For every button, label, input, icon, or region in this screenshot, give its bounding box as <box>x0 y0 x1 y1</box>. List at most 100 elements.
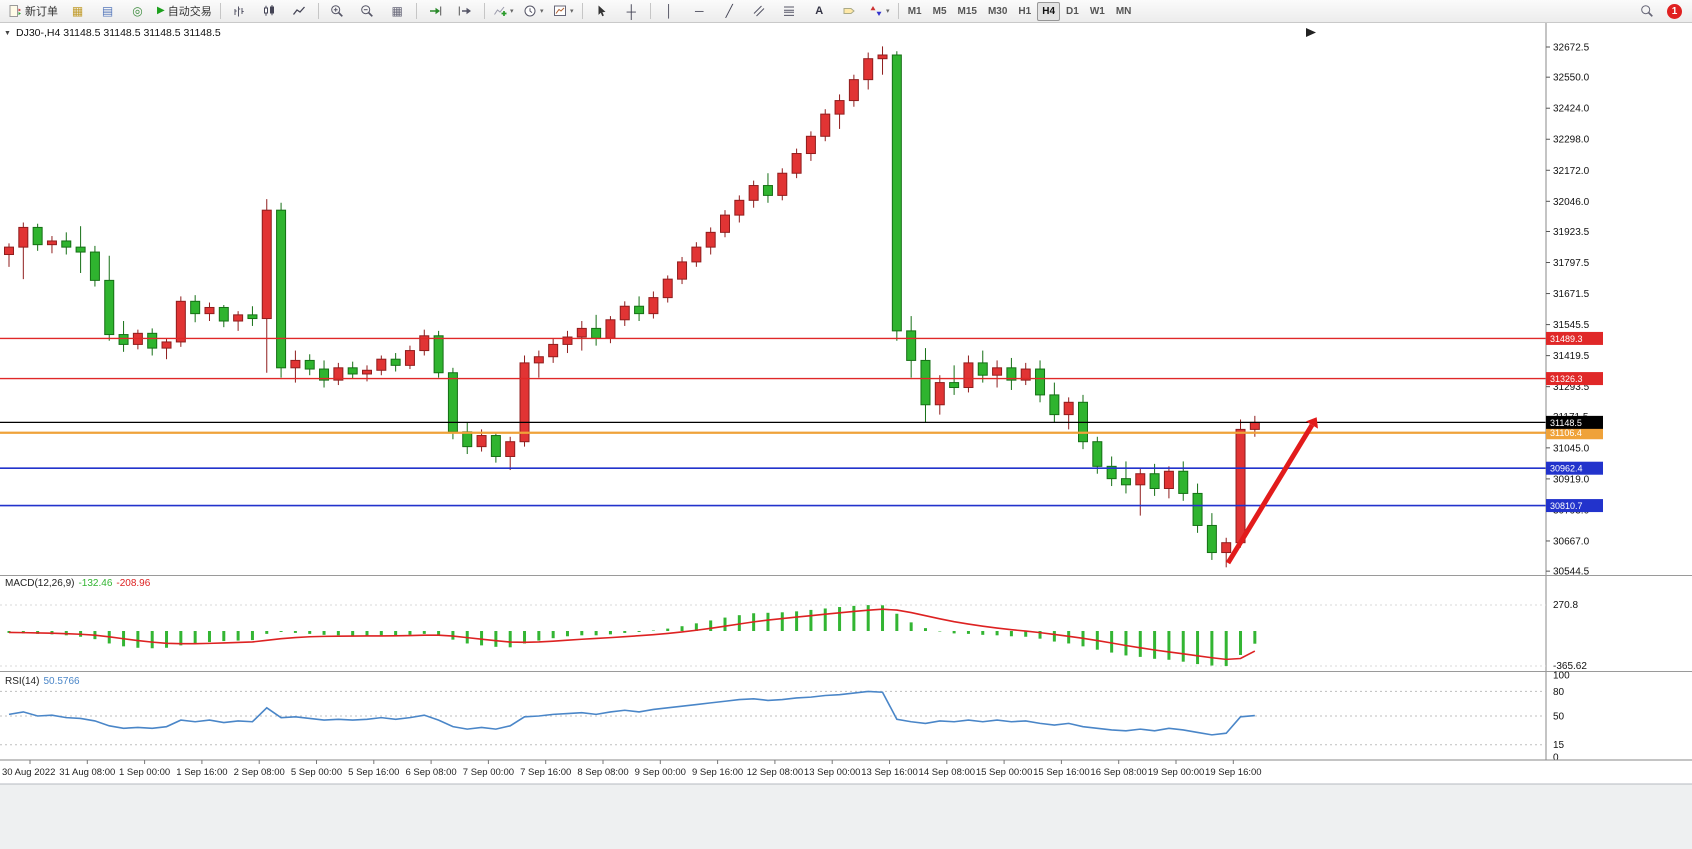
time-axis-label: 7 Sep 00:00 <box>463 767 514 778</box>
candle <box>805 131 816 161</box>
scroll-to-end-marker[interactable] <box>1306 28 1316 37</box>
templates-button[interactable]: ▾ <box>549 1 578 22</box>
price-axis[interactable]: 32672.5 32550.0 32424.0 32298.0 32172.0 32046… <box>1545 23 1603 760</box>
chart-window: 32672.5 32550.0 32424.0 32298.0 32172.0 32046… <box>0 23 1692 849</box>
macd-axis-max: 270.8 <box>1553 600 1578 611</box>
price-axis-label: 32298.0 <box>1553 135 1590 146</box>
price-axis-label: 31671.5 <box>1553 289 1590 300</box>
new-order-button[interactable]: 新订单 <box>4 1 62 22</box>
price-badge: 31489.3 <box>1546 331 1603 345</box>
candle <box>333 362 344 386</box>
time-axis-label: 15 Sep 00:00 <box>976 767 1033 778</box>
time-axis-label: 9 Sep 16:00 <box>692 767 743 778</box>
cursor-button[interactable] <box>587 1 616 22</box>
price-badge: 30962.4 <box>1546 461 1603 475</box>
timeframe-button-H1[interactable]: H1 <box>1018 5 1032 17</box>
candle <box>662 275 673 303</box>
label-icon <box>842 4 856 18</box>
timeframe-button-M30[interactable]: M30 <box>987 5 1008 17</box>
search-icon <box>1640 4 1654 18</box>
fibonacci-button[interactable] <box>775 1 804 22</box>
candle <box>1135 468 1146 516</box>
tile-windows-button[interactable]: ▦ <box>383 1 412 22</box>
candle <box>920 348 931 422</box>
zoom-out-button[interactable] <box>353 1 382 22</box>
autotrading-play-icon: ▶ <box>157 5 165 16</box>
time-axis-label: 30 Aug 2022 <box>2 767 55 778</box>
candle <box>490 433 501 463</box>
chevron-down-icon: ▾ <box>569 7 574 15</box>
timeframe-button-H4[interactable]: H4 <box>1037 1 1061 21</box>
candle <box>419 329 430 356</box>
candle <box>218 305 229 328</box>
charts-button[interactable]: ▦ <box>63 1 92 22</box>
toolbar-separator <box>219 3 221 19</box>
toolbar-separator <box>581 3 583 19</box>
zoom-out-icon <box>360 4 374 18</box>
timeframe-button-W1[interactable]: W1 <box>1089 5 1105 17</box>
channel-button[interactable] <box>745 1 774 22</box>
rsi-line <box>8 690 1255 736</box>
profiles-button[interactable]: ▤ <box>93 1 122 22</box>
time-axis-label: 15 Sep 16:00 <box>1033 767 1090 778</box>
auto-scroll-button[interactable] <box>421 1 450 22</box>
candle <box>104 255 115 341</box>
candlestick-type-button[interactable] <box>255 1 284 22</box>
time-axis-label: 9 Sep 00:00 <box>635 767 686 778</box>
window-footer-area <box>0 784 1692 849</box>
trendline-icon: ╱ <box>725 4 733 18</box>
price-chart[interactable]: 32672.5 32550.0 32424.0 32298.0 32172.0 32046… <box>0 23 1692 849</box>
price-axis-label: 30667.0 <box>1553 536 1590 547</box>
time-axis-label: 6 Sep 08:00 <box>405 767 456 778</box>
candle <box>1163 466 1174 499</box>
candle <box>1106 456 1117 487</box>
candle <box>963 355 974 393</box>
channel-icon <box>752 4 766 18</box>
crosshair-button[interactable]: ┼ <box>617 1 646 22</box>
rsi-axis-label: 0 <box>1553 753 1559 764</box>
zoom-in-button[interactable] <box>323 1 352 22</box>
time-axis-label: 2 Sep 08:00 <box>234 767 285 778</box>
candle <box>934 375 945 415</box>
timeframe-button-M15[interactable]: M15 <box>957 5 977 17</box>
time-axis-label: 14 Sep 08:00 <box>919 767 976 778</box>
candle <box>992 360 1003 388</box>
candle <box>1020 362 1031 386</box>
navigator-button[interactable]: ◎ <box>123 1 152 22</box>
notification-badge[interactable]: 1 <box>1667 3 1682 19</box>
navigator-icon: ◎ <box>132 4 143 18</box>
chart-shift-button[interactable] <box>451 1 480 22</box>
timeframe-button-M1[interactable]: M1 <box>907 5 922 17</box>
charts-icon: ▦ <box>71 4 84 18</box>
line-chart-type-button[interactable] <box>285 1 314 22</box>
toolbar-separator <box>897 3 899 19</box>
one-click-trading-toggle[interactable]: ▼ <box>4 30 11 37</box>
clock-icon <box>523 4 537 18</box>
bar-chart-icon <box>232 4 246 18</box>
arrows-tool-button[interactable]: ▾ <box>865 1 894 22</box>
bar-chart-type-button[interactable] <box>225 1 254 22</box>
candles-layer <box>4 46 1260 568</box>
toolbar: 新订单 ▦ ▤ ◎ ▶ 自动交易 ▦ ▾ ▾ ▾ ┼ │ ─ ╱ A ▾ M1 M… <box>0 0 1692 23</box>
timeframe-button-M5[interactable]: M5 <box>932 5 947 17</box>
candle <box>791 148 802 179</box>
vertical-line-button[interactable]: │ <box>655 1 684 22</box>
time-axis[interactable]: 30 Aug 2022 31 Aug 08:00 1 Sep 00:00 1 Sep … <box>0 759 1692 778</box>
trend-arrow[interactable] <box>1225 417 1318 565</box>
timeframe-button-MN[interactable]: MN <box>1115 5 1132 17</box>
autotrading-button[interactable]: ▶ 自动交易 <box>153 1 216 22</box>
candle <box>347 361 358 379</box>
candle <box>519 355 530 447</box>
trendline-button[interactable]: ╱ <box>715 1 744 22</box>
candle <box>576 321 587 351</box>
time-axis-label: 5 Sep 16:00 <box>348 767 399 778</box>
text-tool-button[interactable]: A <box>805 1 834 22</box>
indicators-button[interactable]: ▾ <box>489 1 518 22</box>
periods-button[interactable]: ▾ <box>519 1 548 22</box>
candle <box>261 199 272 373</box>
search-button[interactable] <box>1632 1 1661 22</box>
timeframe-button-D1[interactable]: D1 <box>1066 5 1079 17</box>
candle <box>304 354 315 376</box>
label-tool-button[interactable] <box>835 1 864 22</box>
horizontal-line-button[interactable]: ─ <box>685 1 714 22</box>
